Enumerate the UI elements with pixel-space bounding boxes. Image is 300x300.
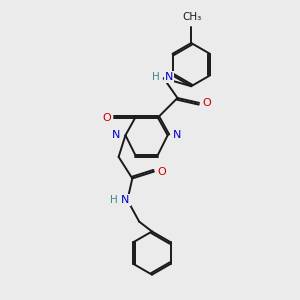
Text: O: O <box>202 98 211 108</box>
Text: N: N <box>121 195 130 205</box>
Text: N: N <box>112 130 120 140</box>
Text: O: O <box>102 112 111 123</box>
Text: H: H <box>152 72 160 82</box>
Text: O: O <box>158 167 166 177</box>
Text: N: N <box>164 72 173 82</box>
Text: CH₃: CH₃ <box>183 13 202 22</box>
Text: N: N <box>173 130 182 140</box>
Text: H: H <box>110 195 118 205</box>
